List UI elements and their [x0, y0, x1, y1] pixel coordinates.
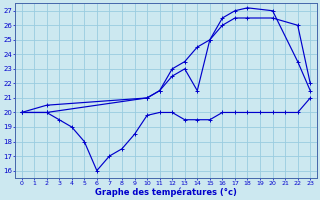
X-axis label: Graphe des températures (°c): Graphe des températures (°c) — [95, 187, 237, 197]
